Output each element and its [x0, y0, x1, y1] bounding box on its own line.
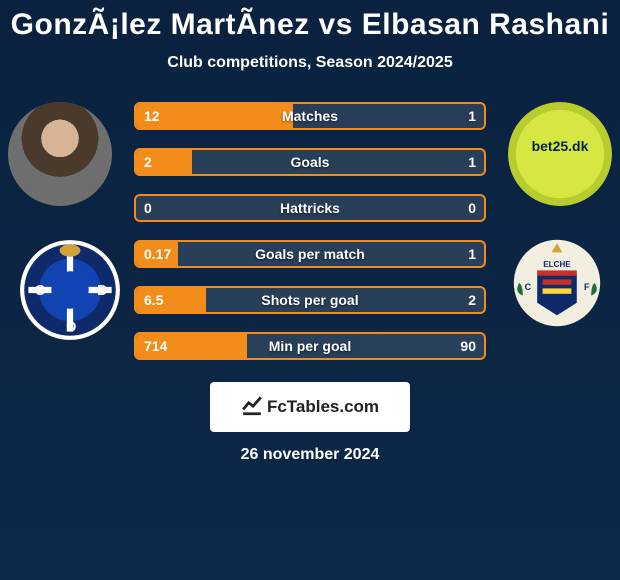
club-left-crest: C T D D: [18, 238, 122, 342]
source-logo: FcTables.com: [210, 382, 410, 432]
stat-value-right: 2: [426, 292, 484, 308]
svg-text:F: F: [584, 282, 590, 292]
date-label: 26 november 2024: [0, 446, 620, 464]
svg-text:C: C: [525, 282, 532, 292]
svg-text:ELCHE: ELCHE: [543, 260, 571, 269]
stat-row: 0.17Goals per match1: [134, 240, 486, 268]
comparison-panel: bet25.dk C T D D ELCHE C: [0, 102, 620, 360]
stat-row: 6.5Shots per goal2: [134, 286, 486, 314]
player-right-shirt-text: bet25.dk: [508, 138, 612, 154]
page-subtitle: Club competitions, Season 2024/2025: [0, 54, 620, 72]
svg-text:D: D: [97, 283, 108, 299]
stat-value-right: 1: [426, 246, 484, 262]
stat-row: 0Hattricks0: [134, 194, 486, 222]
chart-icon: [241, 394, 263, 421]
player-right-avatar: bet25.dk: [508, 102, 612, 206]
club-right-crest: ELCHE C F: [512, 238, 602, 328]
source-logo-text: FcTables.com: [267, 397, 379, 417]
stat-value-right: 0: [426, 200, 484, 216]
stat-row: 2Goals1: [134, 148, 486, 176]
svg-text:D: D: [66, 320, 77, 336]
stat-value-right: 1: [426, 108, 484, 124]
stat-value-right: 90: [426, 338, 484, 354]
player-left-avatar: [8, 102, 112, 206]
stat-row: 12Matches1: [134, 102, 486, 130]
svg-text:C: C: [35, 283, 46, 299]
stat-row: 714Min per goal90: [134, 332, 486, 360]
stat-value-right: 1: [426, 154, 484, 170]
page-title: GonzÃ¡lez MartÃ­nez vs Elbasan Rashani: [0, 8, 620, 42]
